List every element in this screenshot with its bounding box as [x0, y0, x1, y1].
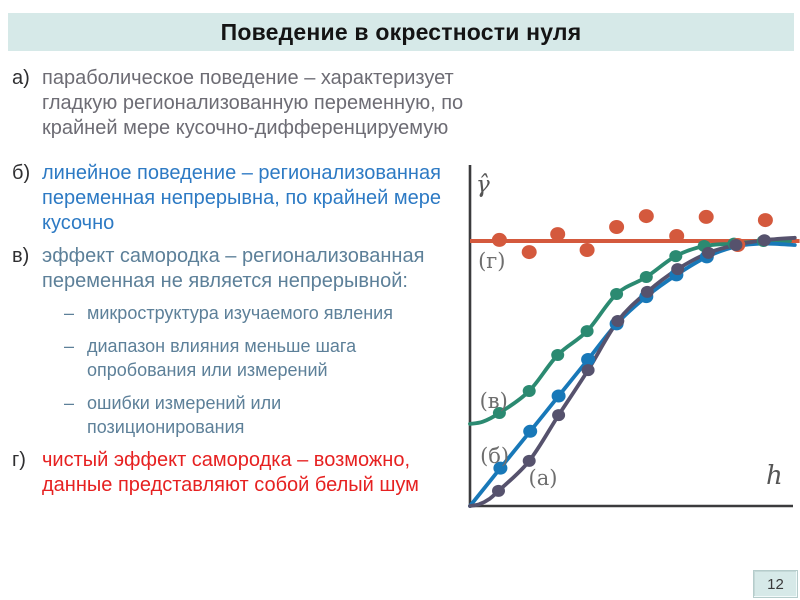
- curve-label-b: (б): [480, 444, 509, 468]
- bullet-dash-icon: –: [64, 336, 75, 356]
- bullet-text: ошибки измерений или позиционирования: [87, 393, 282, 437]
- y-axis-label-gamma-hat: γ̂: [476, 172, 490, 198]
- data-point-b: [581, 353, 596, 366]
- variogram-svg: (в) (б) (а) (г) γ̂ h: [468, 165, 800, 508]
- bullet-text: диапазон влияния меньше шага опробования…: [87, 336, 357, 380]
- slide-title: Поведение в окрестности нуля: [220, 18, 582, 45]
- item-text-b: линейное поведение – регионализованная п…: [42, 162, 442, 234]
- data-point-a: [522, 454, 536, 467]
- curve-label-v: (в): [480, 389, 508, 413]
- data-point-b: [523, 424, 538, 438]
- list-item-g: г) чистый эффект самородка – возможно, да…: [12, 448, 474, 498]
- data-point-g: [638, 209, 654, 224]
- data-point-a: [552, 409, 566, 422]
- x-axis-label-h: h: [766, 461, 783, 491]
- data-point-g: [579, 243, 595, 257]
- list-item-a: а) параболическое поведение – характеризу…: [12, 66, 474, 141]
- data-point-v: [551, 349, 565, 361]
- data-point-a: [581, 364, 595, 377]
- bullet-text: микроструктура изучаемого явления: [87, 303, 393, 323]
- sub-bullet-2: – диапазон влияния меньше шага опробовани…: [64, 334, 474, 382]
- item-prefix-a: а): [12, 67, 30, 89]
- data-point-v: [492, 407, 506, 419]
- content-items: а) параболическое поведение – характеризу…: [12, 66, 474, 498]
- data-point-a: [757, 234, 771, 247]
- data-point-g: [698, 209, 714, 224]
- data-point-v: [522, 385, 536, 397]
- data-point-b: [551, 389, 566, 403]
- data-point-v: [610, 288, 624, 300]
- curve-a: [468, 235, 797, 508]
- item-text-v: эффект самородка – регионализованная пер…: [42, 245, 425, 292]
- item-prefix-b: б): [12, 162, 31, 184]
- data-point-g: [550, 227, 566, 242]
- sub-bullets: – микроструктура изучаемого явления – диапа…: [64, 301, 474, 439]
- data-point-a: [492, 484, 505, 497]
- data-point-a: [701, 246, 715, 259]
- title-bar: Поведение в окрестности нуля: [8, 13, 794, 51]
- data-point-v: [580, 325, 594, 338]
- item-text-a: параболическое поведение – характеризует…: [42, 67, 464, 139]
- data-point-a: [640, 285, 654, 298]
- list-item-b: б) линейное поведение – регионализованная…: [12, 161, 474, 236]
- sub-bullet-3: – ошибки измерений или позиционирования: [64, 391, 474, 439]
- data-point-g: [669, 229, 685, 243]
- data-point-a: [671, 263, 685, 276]
- data-point-v: [639, 271, 653, 283]
- list-item-v: в) эффект самородка – регионализованная п…: [12, 244, 474, 439]
- curve-label-g: (г): [478, 249, 505, 273]
- page-number-badge: 12: [753, 570, 798, 598]
- curve-v: [468, 238, 792, 426]
- bullet-dash-icon: –: [64, 303, 75, 323]
- curve-label-a: (а): [529, 466, 558, 490]
- page-number: 12: [767, 575, 784, 593]
- item-text-g: чистый эффект самородка – возможно, данн…: [42, 449, 419, 496]
- data-point-g: [491, 232, 507, 247]
- data-point-b: [493, 461, 508, 475]
- item-prefix-v: в): [12, 245, 30, 267]
- data-point-a: [611, 315, 625, 327]
- data-point-g: [757, 213, 773, 228]
- data-point-a: [729, 239, 743, 251]
- item-prefix-g: г): [12, 449, 26, 471]
- bullet-dash-icon: –: [64, 393, 75, 413]
- variogram-chart: (в) (б) (а) (г) γ̂ h: [460, 160, 800, 515]
- data-point-g: [521, 245, 537, 260]
- data-point-v: [669, 250, 683, 263]
- data-point-g: [609, 220, 625, 234]
- sub-bullet-1: – микроструктура изучаемого явления: [64, 301, 474, 325]
